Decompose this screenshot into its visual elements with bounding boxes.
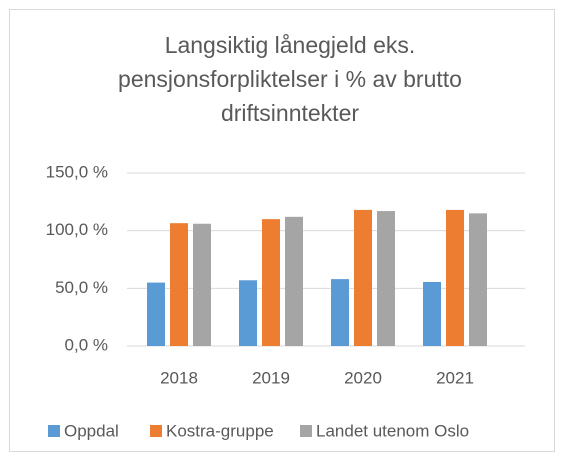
bar <box>377 211 395 346</box>
legend-swatch <box>48 425 60 437</box>
x-tick-label: 2021 <box>436 368 474 387</box>
x-tick-label: 2018 <box>160 368 198 387</box>
legend-swatch <box>150 425 162 437</box>
bar <box>354 209 372 346</box>
y-tick-label: 100,0 % <box>46 220 108 239</box>
bar <box>285 216 303 346</box>
legend-label: Oppdal <box>64 421 119 440</box>
x-tick-label: 2020 <box>344 368 382 387</box>
x-tick-label: 2019 <box>252 368 290 387</box>
legend-swatch <box>300 425 312 437</box>
bar <box>423 281 441 346</box>
bar <box>262 219 280 346</box>
chart-title: Langsiktig lånegjeld eks. pensjonsforpli… <box>118 32 462 126</box>
bar <box>446 209 464 346</box>
y-tick-label: 150,0 % <box>46 162 108 181</box>
y-tick-label: 0,0 % <box>65 335 108 354</box>
bar <box>170 223 188 346</box>
bar <box>239 280 257 346</box>
legend-label: Landet utenom Oslo <box>316 421 469 440</box>
bar <box>469 213 487 346</box>
bar <box>193 223 211 346</box>
bar <box>331 279 349 346</box>
y-tick-label: 50,0 % <box>55 278 108 297</box>
bar <box>147 282 165 346</box>
legend-label: Kostra-gruppe <box>166 421 274 440</box>
